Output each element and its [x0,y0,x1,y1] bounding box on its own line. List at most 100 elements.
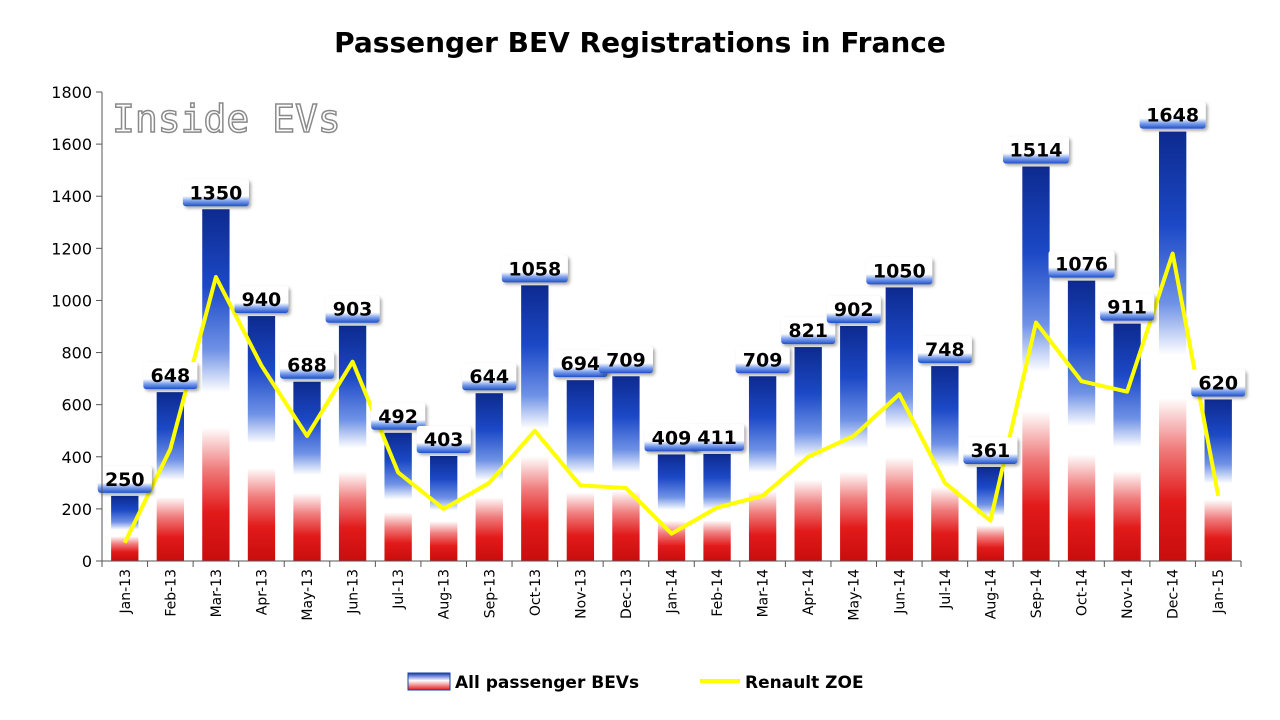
bar [566,380,595,561]
legend-swatch-bevs [407,672,451,691]
x-tick-label: Aug-13 [437,569,453,619]
data-label: 1058 [508,258,561,280]
data-label-box [781,317,836,345]
bar [748,376,777,561]
data-label: 940 [242,289,282,311]
data-label-box [234,286,289,314]
data-label: 403 [424,429,464,451]
x-tick-label: Oct-13 [528,569,544,616]
data-label: 1076 [1055,254,1108,276]
data-label: 748 [925,339,965,361]
data-label-box [826,295,881,323]
data-label: 409 [652,427,692,449]
data-label: 620 [1198,372,1238,394]
data-label: 709 [743,349,783,371]
data-label-box [735,346,790,374]
x-tick-label: Feb-13 [163,569,179,617]
data-label: 250 [105,469,145,491]
y-tick-label: 1000 [51,291,92,310]
x-tick-label: May-13 [300,569,316,621]
x-tick-label: Jan-15 [1211,569,1227,614]
data-label-box [866,257,933,285]
x-tick-label: Nov-14 [1120,569,1136,619]
data-label-box [1139,101,1206,129]
watermark: Inside EVs [112,97,341,141]
data-label-box [143,362,198,390]
axes [101,92,1241,562]
watermark-logo: Inside EVs [111,96,341,142]
data-label-box [97,465,152,493]
data-label-box [416,425,471,453]
y-tick-label: 0 [82,552,92,571]
data-label: 1050 [873,260,926,282]
y-tick-label: 600 [61,396,92,415]
x-tick-label: Dec-14 [1166,569,1182,619]
data-label-box [371,402,426,430]
data-label: 911 [1107,297,1147,319]
chart-title: Passenger BEV Registrations in France [334,26,946,59]
x-tick-label: Jan-13 [118,569,134,614]
x-tick-label: Sep-14 [1029,569,1045,618]
bar [202,209,230,561]
legend-label-zoe: Renault ZOE [745,673,864,693]
bar [1204,399,1232,561]
data-label: 492 [378,406,418,428]
y-tick-label: 400 [61,448,92,467]
data-label: 821 [788,320,828,342]
data-label: 709 [606,349,646,371]
y-tick-label: 1600 [51,135,92,154]
bar [657,454,686,561]
x-tick-label: Sep-13 [482,569,498,618]
data-label-box [1002,136,1069,164]
x-tick-label: Dec-13 [619,569,635,619]
bar [1158,131,1187,562]
bar [1067,280,1096,561]
data-label: 903 [333,299,373,321]
bar-series [111,131,1232,562]
data-label-box [1191,369,1246,397]
x-tick-label: Apr-14 [801,569,817,615]
data-label: 1648 [1146,105,1199,127]
bar [885,287,913,561]
bar [840,325,868,561]
y-tick-label: 1800 [51,83,92,102]
data-label: 694 [561,353,601,375]
x-tick-label: Aug-14 [983,569,999,619]
x-tick-label: Jul-14 [938,569,954,610]
y-tick-label: 1200 [51,239,92,258]
x-tick-label: Mar-13 [209,569,225,617]
legend: All passenger BEVs Renault ZOE [407,672,864,693]
data-label: 648 [151,365,191,387]
data-label-box [501,255,568,283]
bar [247,316,276,561]
bar [612,376,640,561]
data-label: 361 [971,440,1011,462]
bar [293,381,321,561]
data-label: 644 [469,366,509,388]
data-label-box [1048,250,1115,278]
data-label-box [553,350,608,378]
y-tick-label: 1400 [51,187,92,206]
x-tick-label: Jan-14 [665,569,681,615]
x-tick-label: Jun-14 [892,569,908,615]
data-label-box [325,295,380,323]
x-axis-ticks: Jan-13 Feb-13 Mar-13 Apr-13 May-13 Jun-13 Jul-… [101,561,1242,621]
data-label: 1350 [189,182,242,204]
data-label-box [462,363,517,391]
x-tick-label: May-14 [847,569,863,621]
data-label-box [1100,293,1155,321]
data-label-box [963,436,1018,464]
bar [521,285,549,561]
x-tick-label: Feb-14 [710,569,726,617]
data-label-box [917,336,972,364]
data-label-box [690,423,745,451]
data-label-box [182,179,249,207]
data-label-box [280,351,335,379]
data-label: 1514 [1010,140,1063,162]
bar [111,495,139,561]
y-axis-ticks: 0 200 400 600 800 1000 1200 1400 1600 1800 [51,83,102,571]
x-tick-label: Apr-13 [254,569,270,615]
data-label: 902 [834,299,874,321]
